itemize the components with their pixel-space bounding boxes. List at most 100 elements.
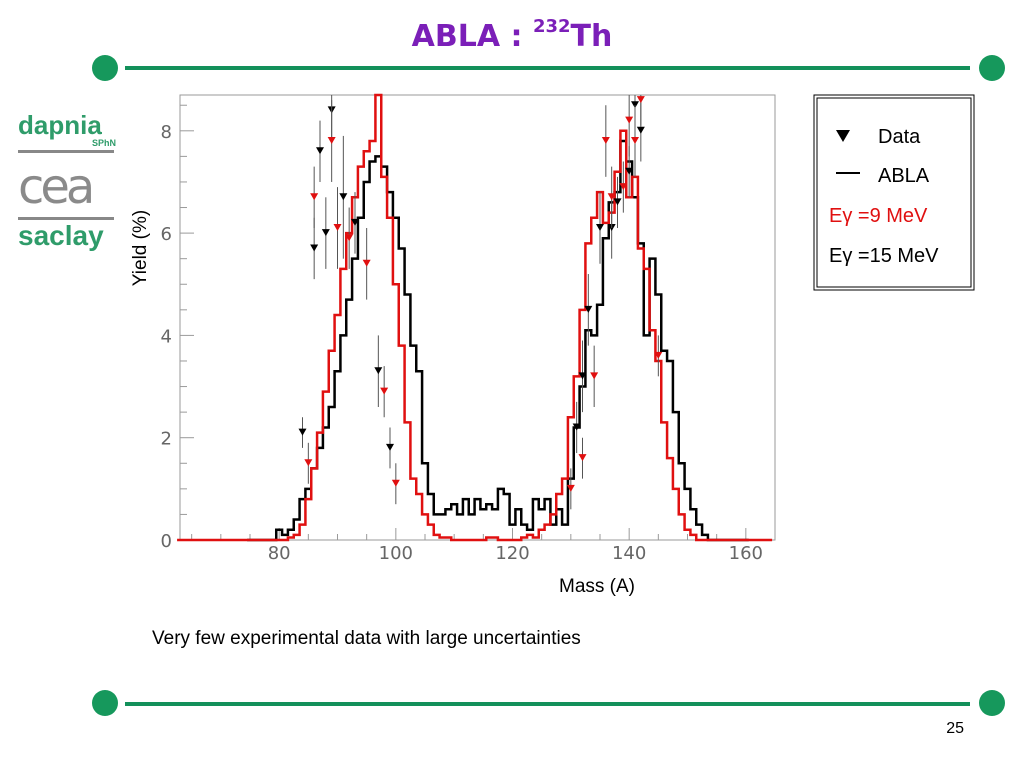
axis-layer: 80 100 120 140 160 0 2 4 6 8 (161, 104, 776, 564)
data-point-15mev-8 (386, 427, 394, 469)
saclay-logo: saclay (18, 220, 104, 251)
marker-triangle (578, 454, 587, 462)
data-point-9mev-9 (578, 437, 587, 479)
logo-column: dapnia SPhN cea saclay (18, 112, 118, 252)
marker-triangle (333, 223, 342, 231)
top-right-bullet (979, 55, 1005, 81)
marker-triangle (310, 193, 319, 201)
sphn-logo: SPhN (91, 138, 116, 148)
data-point-9mev-8 (566, 468, 575, 510)
y-tick-label-2: 2 (161, 429, 172, 450)
x-axis-label: Mass (A) (559, 576, 635, 597)
marker-triangle (310, 244, 319, 252)
x-tick-label-100: 100 (379, 543, 413, 564)
legend-triangle-icon (836, 130, 850, 142)
legend: Data ABLA Eγ =9 MeV Eγ =15 MeV (813, 94, 975, 291)
top-rule (125, 66, 970, 70)
legend-entry-abla: ABLA (878, 165, 930, 187)
data-point-9mev-6 (380, 366, 389, 418)
data-point-9mev-15 (631, 105, 639, 177)
marker-triangle (619, 183, 628, 191)
series-9mev-histogram (177, 93, 773, 542)
marker-triangle (596, 223, 604, 231)
x-tick-label-120: 120 (495, 543, 529, 564)
marker-triangle (584, 305, 593, 313)
marker-triangle (339, 193, 348, 201)
marker-triangle (391, 479, 400, 487)
data-point-15mev-9 (572, 401, 581, 454)
marker-triangle (345, 234, 354, 242)
x-tick-label-80: 80 (268, 543, 291, 564)
legend-entry-9mev: Eγ =9 MeV (829, 205, 928, 227)
top-left-bullet (92, 55, 118, 81)
x-tick-label-160: 160 (729, 543, 763, 564)
data-point-15mev-5 (339, 135, 348, 259)
marker-triangle (631, 137, 639, 145)
marker-triangle (316, 147, 324, 155)
title-superscript: 232 (532, 16, 571, 37)
legend-entry-data: Data (878, 126, 921, 148)
data-point-9mev-14 (625, 95, 634, 157)
marker-triangle (304, 459, 313, 467)
data-point-9mev-13 (619, 161, 628, 213)
data-point-9mev-7 (391, 463, 400, 505)
legend-entry-15mev: Eγ =15 MeV (829, 245, 939, 267)
chart: 80 100 120 140 160 0 2 4 6 8 Mass (A) Yield (%) D… (130, 93, 975, 597)
marker-triangle (351, 218, 359, 226)
marker-triangle (327, 137, 336, 145)
data-point-15mev-10 (578, 340, 587, 413)
legend-inner-box (816, 97, 972, 288)
y-tick-label-4: 4 (161, 326, 172, 347)
data-point-15mev-12 (596, 192, 604, 264)
slide-caption: Very few experimental data with large un… (152, 628, 581, 649)
marker-triangle (321, 229, 330, 237)
data-point-15mev-7 (374, 335, 383, 408)
legend-box (813, 94, 975, 291)
data-point-9mev-16 (636, 95, 645, 126)
dapnia-underline (18, 150, 114, 153)
marker-triangle (613, 198, 622, 206)
marker-triangle (636, 126, 645, 134)
page-number: 25 (946, 720, 964, 737)
data-point-9mev-2 (327, 100, 336, 182)
black-histogram-layer (247, 139, 749, 542)
marker-triangle (362, 259, 371, 267)
marker-triangle (578, 372, 587, 380)
data-point-9mev-4 (345, 207, 354, 269)
marker-triangle (636, 96, 645, 104)
marker-layer (298, 95, 663, 510)
bottom-rule (125, 702, 970, 706)
slide-title: ABLA : 232Th (0, 16, 1024, 54)
red-histogram-layer (177, 93, 773, 542)
series-15mev-histogram (247, 139, 749, 542)
data-point-15mev-2 (316, 120, 324, 182)
marker-triangle (601, 137, 610, 145)
marker-triangle (386, 443, 394, 451)
data-point-15mev-11 (584, 274, 593, 346)
marker-triangle (572, 423, 581, 431)
data-point-9mev-17 (654, 335, 663, 377)
data-point-9mev-12 (607, 166, 616, 228)
y-tick-label-0: 0 (161, 531, 172, 552)
x-tick-label-140: 140 (612, 543, 646, 564)
saclay-underline (18, 217, 114, 220)
plot-frame (179, 94, 776, 541)
marker-triangle (380, 387, 389, 395)
marker-triangle (566, 484, 575, 492)
title-prefix: ABLA : (411, 19, 533, 54)
data-point-9mev-1 (310, 166, 319, 228)
marker-triangle (607, 193, 616, 201)
bottom-right-bullet (979, 690, 1005, 716)
title-suffix: Th (570, 19, 613, 54)
dapnia-logo: dapnia (18, 110, 102, 140)
cea-logo: cea (18, 159, 95, 215)
y-tick-label-8: 8 (161, 122, 172, 143)
data-point-9mev-11 (601, 105, 610, 177)
marker-triangle (631, 101, 639, 109)
marker-triangle (298, 428, 307, 436)
marker-triangle (625, 116, 634, 124)
data-point-9mev-3 (333, 187, 342, 269)
data-point-9mev-0 (304, 442, 313, 484)
y-tick-label-6: 6 (161, 224, 172, 245)
data-point-15mev-3 (321, 197, 330, 269)
